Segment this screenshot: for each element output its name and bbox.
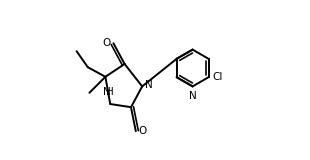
Text: O: O: [138, 126, 146, 136]
Text: O: O: [103, 38, 111, 48]
Text: N: N: [103, 87, 111, 97]
Text: H: H: [105, 87, 113, 97]
Text: N: N: [144, 80, 152, 90]
Text: N: N: [189, 91, 197, 101]
Text: Cl: Cl: [213, 72, 223, 82]
